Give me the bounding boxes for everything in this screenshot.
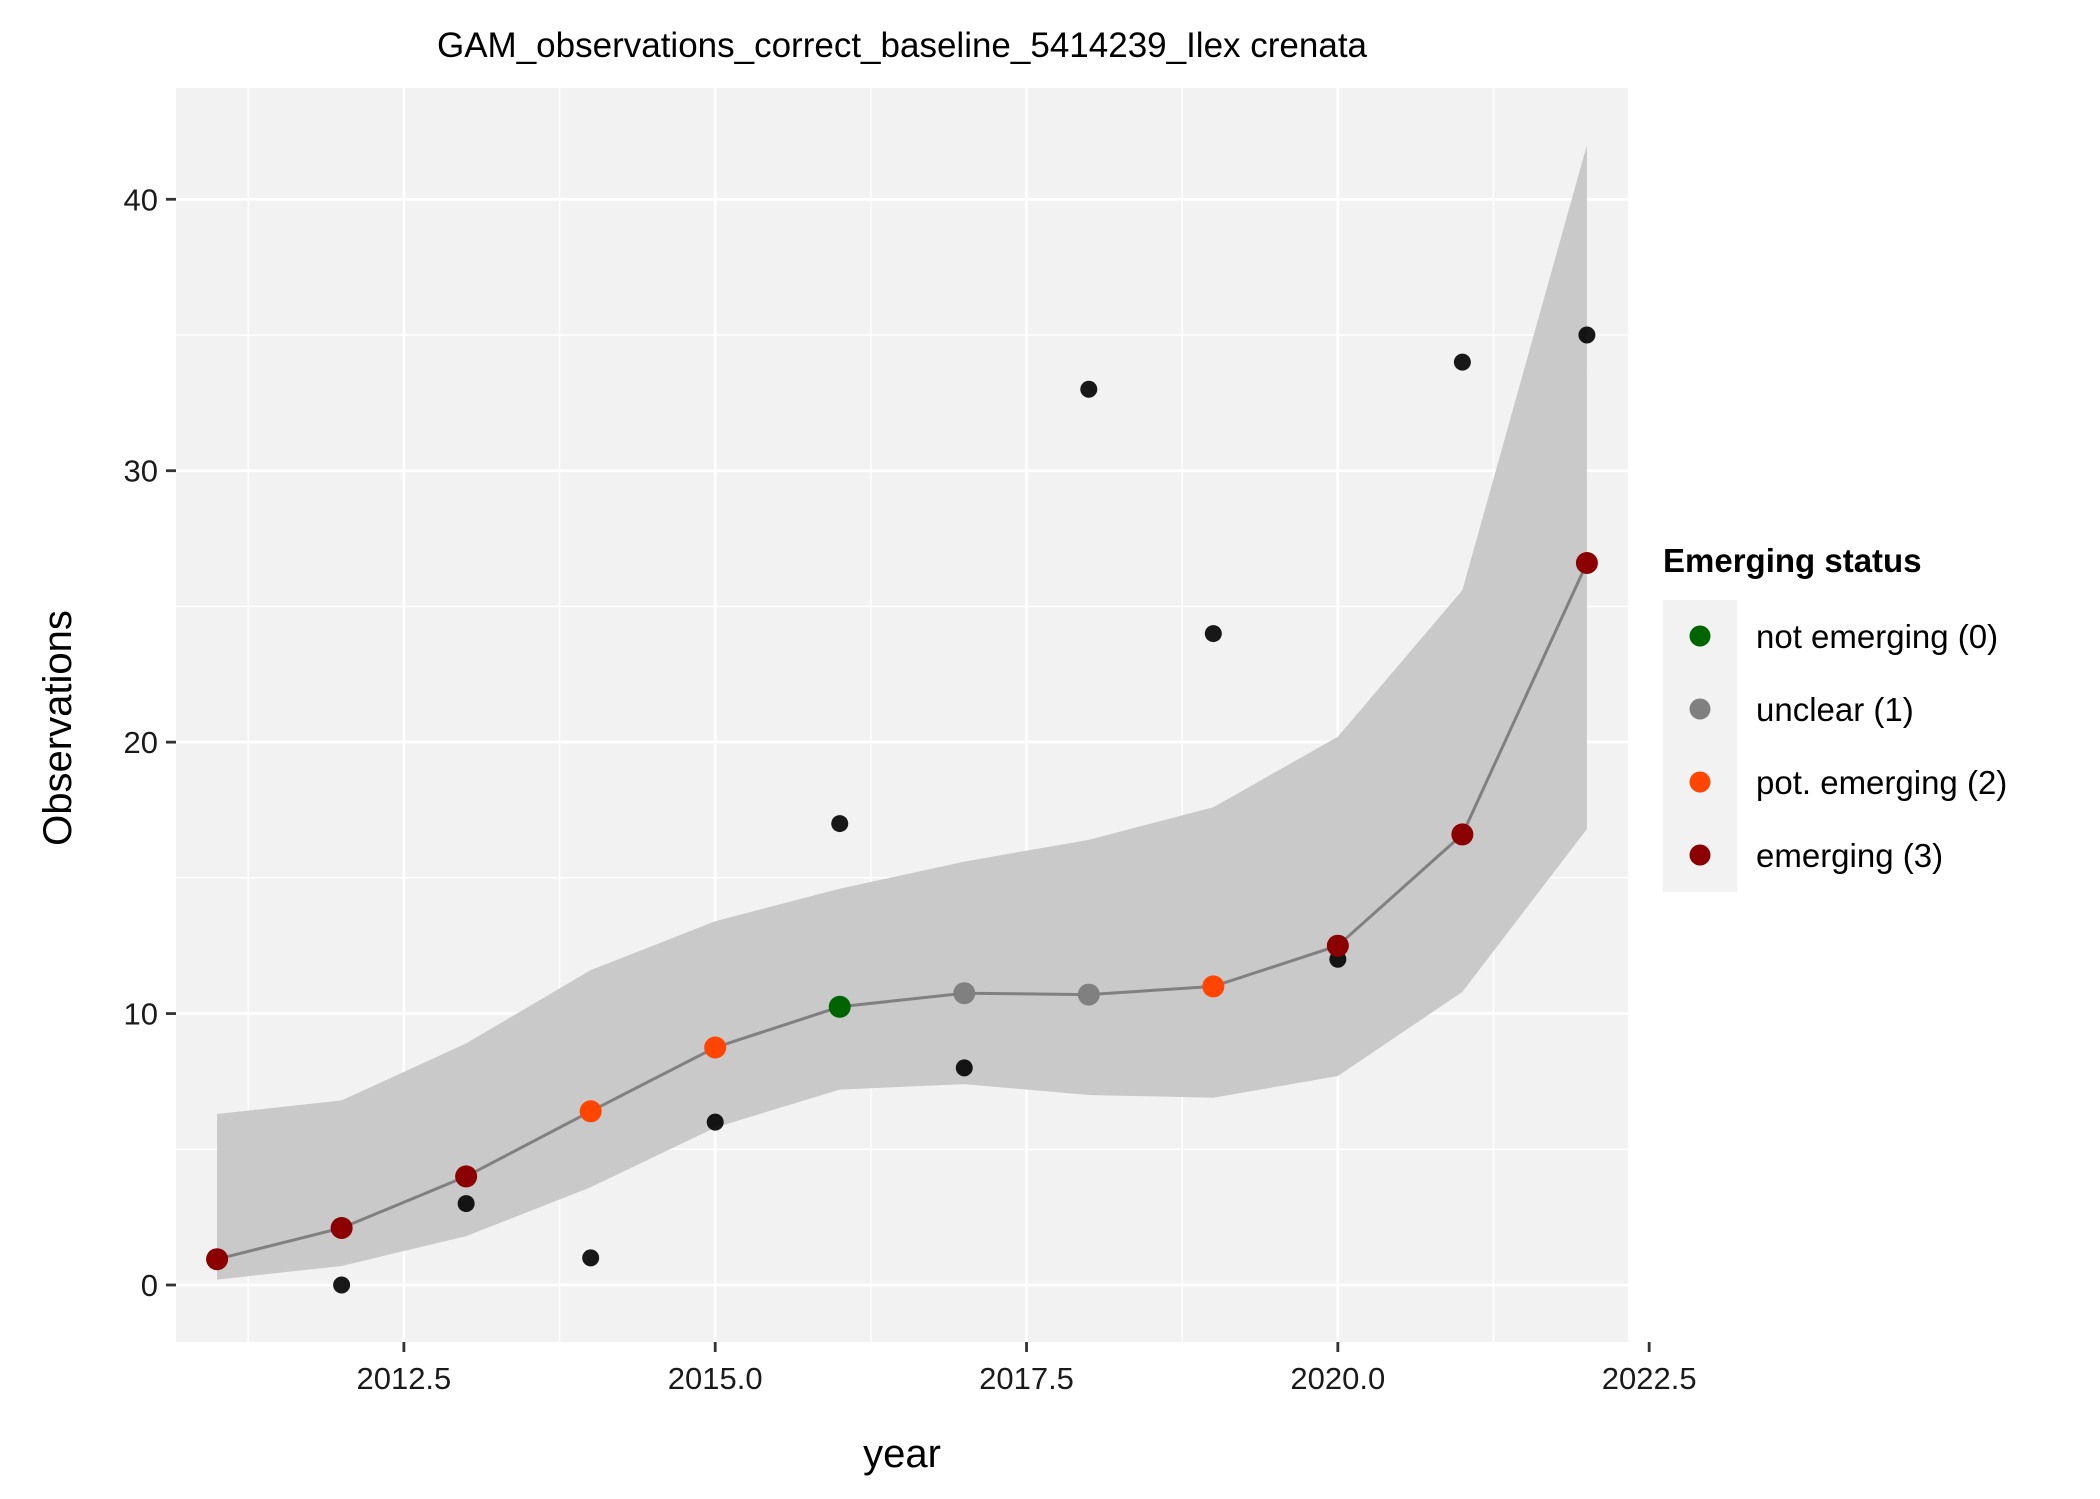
legend: Emerging status not emerging (0) unclear … <box>1663 542 2007 892</box>
observed-point <box>1453 353 1471 371</box>
legend-key <box>1689 625 1711 647</box>
x-tick-label: 2017.5 <box>979 1361 1074 1396</box>
fit-point <box>953 982 976 1005</box>
observed-point <box>333 1276 351 1294</box>
y-tick-label: 40 <box>124 182 158 217</box>
observed-point <box>457 1195 475 1213</box>
fit-point <box>330 1217 353 1239</box>
fit-point <box>1077 983 1100 1006</box>
confidence-band <box>217 145 1587 1280</box>
fit-point <box>206 1248 229 1271</box>
y-tick-label: 20 <box>124 725 158 760</box>
y-tick-label: 10 <box>124 997 158 1032</box>
x-tick-label: 2022.5 <box>1602 1361 1697 1396</box>
fit-point <box>455 1165 478 1188</box>
legend-title: Emerging status <box>1663 542 1922 579</box>
legend-key <box>1689 844 1711 866</box>
chart-title: GAM_observations_correct_baseline_541423… <box>437 26 1368 65</box>
fit-point <box>1202 975 1225 998</box>
y-tick-label: 30 <box>124 454 158 489</box>
x-axis-title: year <box>863 1432 941 1476</box>
y-axis: 0 10 20 30 40 <box>124 182 176 1303</box>
legend-label: pot. emerging (2) <box>1756 764 2007 801</box>
x-axis: 2012.5 2015.0 2017.5 2020.0 2022.5 <box>356 1342 1697 1396</box>
fit-line <box>216 562 1589 1261</box>
observed-point <box>582 1249 600 1267</box>
observed-point <box>955 1059 973 1077</box>
legend-label: emerging (3) <box>1756 837 1943 874</box>
legend-key <box>1689 698 1711 720</box>
x-tick-label: 2012.5 <box>356 1361 451 1396</box>
legend-label: unclear (1) <box>1756 691 1914 728</box>
observed-point <box>1204 625 1222 643</box>
fit-point <box>1575 552 1598 574</box>
y-tick-label: 0 <box>141 1268 158 1303</box>
x-tick-label: 2020.0 <box>1290 1361 1385 1396</box>
observed-point <box>1080 380 1098 398</box>
fit-point <box>704 1036 727 1059</box>
fit-point <box>579 1100 602 1123</box>
observed-point <box>706 1113 724 1131</box>
legend-key-background <box>1663 600 1737 892</box>
fit-point <box>1326 934 1349 957</box>
fit-points <box>206 552 1598 1271</box>
fit-point <box>828 995 851 1018</box>
x-tick-label: 2015.0 <box>668 1361 763 1396</box>
observed-point <box>831 815 849 833</box>
legend-key <box>1689 771 1711 793</box>
y-axis-title: Observations <box>36 610 80 846</box>
legend-label: not emerging (0) <box>1756 618 1998 655</box>
fit-point <box>1451 823 1474 846</box>
observed-point <box>1578 326 1596 344</box>
